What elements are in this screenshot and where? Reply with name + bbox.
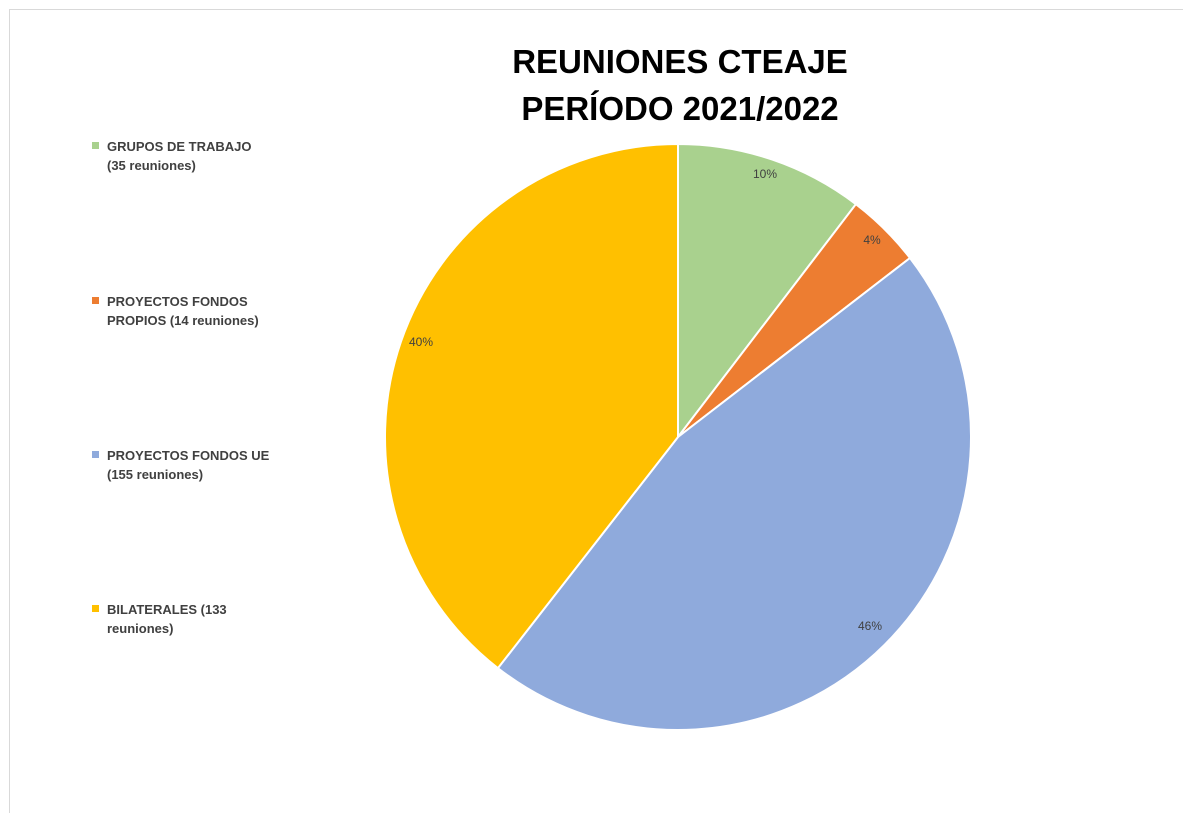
legend-label: PROYECTOS FONDOS UE (155 reuniones) bbox=[107, 448, 270, 482]
legend-swatch bbox=[92, 142, 99, 149]
legend-swatch bbox=[92, 451, 99, 458]
data-label: 40% bbox=[409, 335, 433, 349]
chart-legend: GRUPOS DE TRABAJO (35 reuniones) PROYECT… bbox=[92, 0, 292, 813]
chart-title: REUNIONES CTEAJE PERÍODO 2021/2022 bbox=[480, 38, 880, 132]
legend-swatch bbox=[92, 605, 99, 612]
legend-swatch bbox=[92, 297, 99, 304]
pie-slice bbox=[496, 256, 972, 731]
pie-slice bbox=[384, 142, 679, 670]
pie-slice bbox=[677, 142, 858, 440]
legend-label: GRUPOS DE TRABAJO (35 reuniones) bbox=[107, 139, 252, 173]
data-label: 4% bbox=[863, 233, 881, 247]
chart-border-top bbox=[9, 9, 1183, 10]
legend-label: PROYECTOS FONDOS PROPIOS (14 reuniones) bbox=[107, 294, 259, 328]
chart-border-left bbox=[9, 9, 10, 813]
chart-title-line-2: PERÍODO 2021/2022 bbox=[521, 90, 839, 127]
data-label: 10% bbox=[753, 167, 777, 181]
legend-label: BILATERALES (133 reuniones) bbox=[107, 602, 227, 636]
chart-title-line-1: REUNIONES CTEAJE bbox=[512, 43, 848, 80]
data-label: 46% bbox=[858, 619, 882, 633]
